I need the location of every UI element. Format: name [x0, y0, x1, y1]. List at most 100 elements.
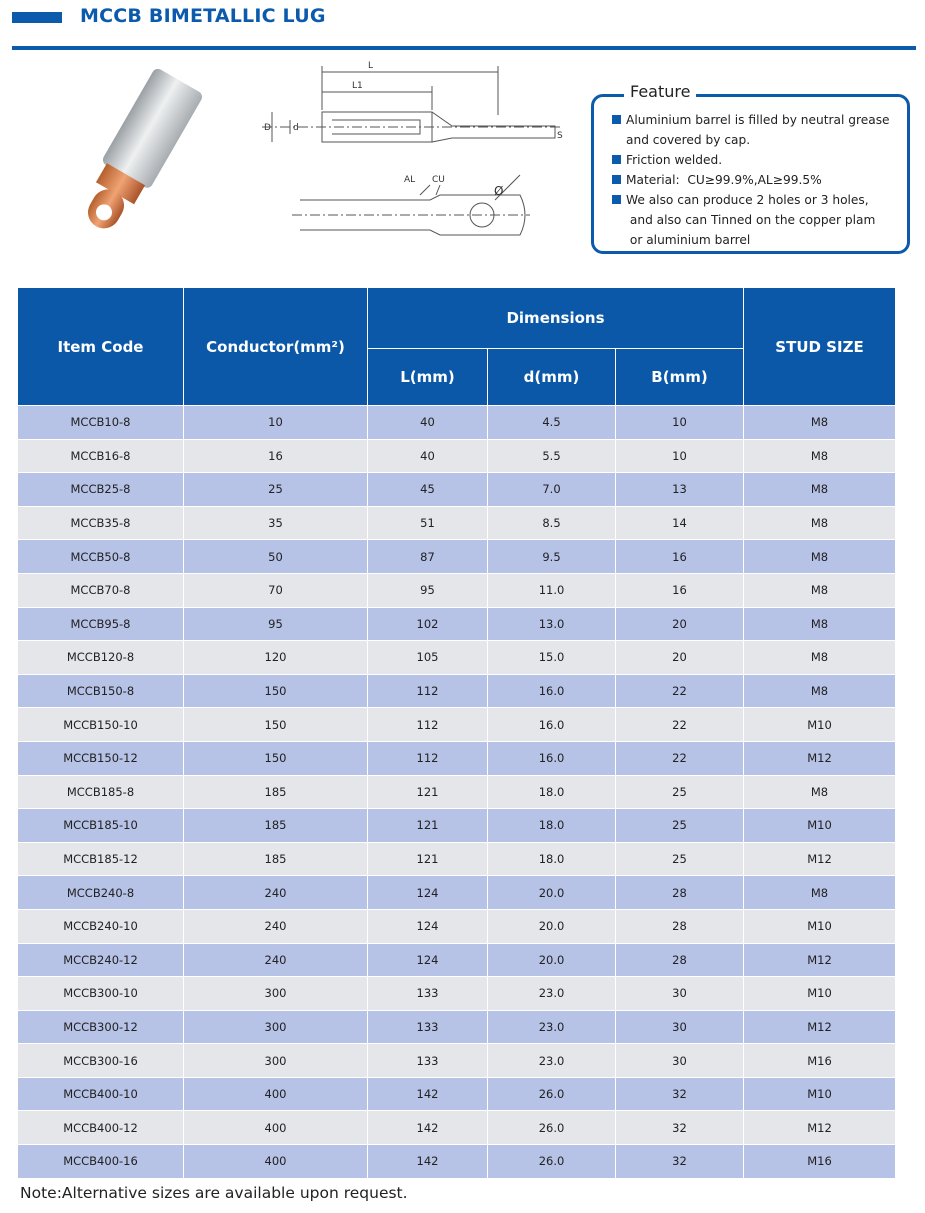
table-cell: MCCB50-8	[17, 539, 184, 574]
table-cell: M8	[743, 505, 896, 541]
table-cell: 22	[615, 707, 744, 742]
table-cell: 120	[183, 640, 368, 675]
table-cell: 32	[615, 1076, 744, 1112]
table-row: MCCB150-10 150 112 16.0 22 M10	[17, 707, 896, 742]
table-cell: M8	[743, 875, 896, 910]
table-cell: 23.0	[487, 1043, 616, 1078]
table-cell: 16	[615, 539, 744, 574]
table-cell: 121	[367, 841, 488, 877]
table-cell: M10	[743, 808, 896, 843]
table-cell: MCCB185-10	[17, 808, 184, 843]
table-cell: 87	[367, 539, 488, 574]
table-row: MCCB50-8 50 87 9.5 16 M8	[17, 539, 896, 574]
table-cell: M8	[743, 472, 896, 507]
table-cell: M8	[743, 640, 896, 675]
table-cell: M12	[743, 841, 896, 877]
table-cell: 150	[183, 707, 368, 742]
table-cell: M8	[743, 539, 896, 574]
table-cell: M8	[743, 572, 896, 608]
table-row: MCCB35-8 35 51 8.5 14 M8	[17, 505, 896, 541]
table-cell: 25	[615, 774, 744, 810]
table-cell: 10	[615, 405, 744, 440]
table-cell: M16	[743, 1144, 896, 1179]
table-cell: 16.0	[487, 740, 616, 776]
table-cell: M8	[743, 405, 896, 440]
table-row: MCCB400-10 400 142 26.0 32 M10	[17, 1076, 896, 1112]
table-cell: 50	[183, 539, 368, 574]
table-cell: 150	[183, 740, 368, 776]
table-cell: 40	[367, 438, 488, 474]
table-cell: 30	[615, 1043, 744, 1078]
table-cell: 133	[367, 976, 488, 1011]
table-cell: 30	[615, 1009, 744, 1045]
drawing-label: L1	[352, 81, 363, 91]
table-cell: 400	[183, 1110, 368, 1146]
table-cell: 40	[367, 405, 488, 440]
table-cell: 13.0	[487, 606, 616, 642]
title-mark	[12, 12, 62, 23]
feature-title: Feature	[624, 82, 697, 101]
drawing-label: D	[264, 123, 271, 133]
table-row: MCCB150-12 150 112 16.0 22 M12	[17, 740, 896, 776]
table-cell: 10	[183, 405, 368, 440]
table-cell: 25	[615, 808, 744, 843]
feature-list: Aluminium barrel is filled by neutral gr…	[612, 110, 912, 250]
table-cell: 142	[367, 1144, 488, 1179]
header-cell: d(mm)	[487, 348, 616, 406]
table-cell: 30	[615, 976, 744, 1011]
table-cell: 16.0	[487, 707, 616, 742]
table-cell: 25	[615, 841, 744, 877]
table-cell: MCCB185-12	[17, 841, 184, 877]
table-cell: M16	[743, 1043, 896, 1078]
table-cell: 45	[367, 472, 488, 507]
table-cell: 185	[183, 774, 368, 810]
table-cell: 22	[615, 673, 744, 709]
table-cell: M12	[743, 1110, 896, 1146]
table-cell: MCCB35-8	[17, 505, 184, 541]
table-cell: MCCB150-10	[17, 707, 184, 742]
table-cell: M10	[743, 976, 896, 1011]
table-cell: MCCB185-8	[17, 774, 184, 810]
table-cell: MCCB16-8	[17, 438, 184, 474]
table-cell: 300	[183, 1043, 368, 1078]
table-cell: MCCB300-10	[17, 976, 184, 1011]
table-cell: MCCB400-12	[17, 1110, 184, 1146]
table-cell: 26.0	[487, 1144, 616, 1179]
table-row: MCCB300-10 300 133 23.0 30 M10	[17, 976, 896, 1011]
table-cell: 124	[367, 908, 488, 944]
title-rule	[12, 46, 916, 50]
table-cell: M12	[743, 942, 896, 978]
table-cell: M10	[743, 707, 896, 742]
table-cell: M10	[743, 908, 896, 944]
table-cell: 124	[367, 942, 488, 978]
feature-box	[591, 94, 910, 254]
table-cell: 13	[615, 472, 744, 507]
title: MCCB BIMETALLIC LUG	[80, 5, 326, 27]
table-cell: 7.0	[487, 472, 616, 507]
table-row: MCCB10-8 10 40 4.5 10 M8	[17, 405, 896, 440]
table-row: MCCB300-12 300 133 23.0 30 M12	[17, 1009, 896, 1045]
table-row: MCCB240-8 240 124 20.0 28 M8	[17, 875, 896, 910]
table-cell: 4.5	[487, 405, 616, 440]
drawing-label: S	[557, 131, 563, 141]
table-cell: 10	[615, 438, 744, 474]
table-cell: 16.0	[487, 673, 616, 709]
table-cell: 5.5	[487, 438, 616, 474]
graphics: L L1 D d S AL CU Ø	[12, 12, 916, 236]
table-cell: 16	[183, 438, 368, 474]
table-row: MCCB240-10 240 124 20.0 28 M10	[17, 908, 896, 944]
table-row: MCCB150-8 150 112 16.0 22 M8	[17, 673, 896, 709]
table-cell: M8	[743, 606, 896, 642]
table-cell: MCCB10-8	[17, 405, 184, 440]
table-cell: 133	[367, 1009, 488, 1045]
table-cell: 16	[615, 572, 744, 608]
table-cell: 20.0	[487, 908, 616, 944]
table-cell: 18.0	[487, 774, 616, 810]
table-cell: MCCB300-16	[17, 1043, 184, 1078]
table-cell: 300	[183, 1009, 368, 1045]
table-cell: MCCB300-12	[17, 1009, 184, 1045]
table-row: MCCB185-8 185 121 18.0 25 M8	[17, 774, 896, 810]
table-cell: 8.5	[487, 505, 616, 541]
header-cell: B(mm)	[615, 348, 744, 406]
table-cell: 121	[367, 774, 488, 810]
